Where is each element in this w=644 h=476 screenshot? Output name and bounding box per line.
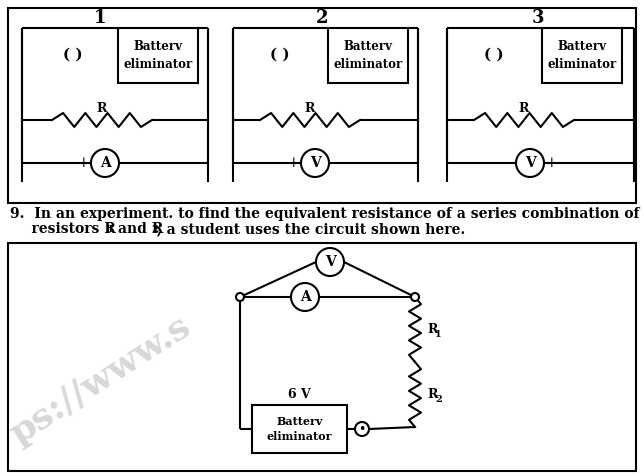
Text: 2: 2 <box>151 225 158 234</box>
Text: A: A <box>299 290 310 304</box>
Text: A: A <box>100 156 110 170</box>
Circle shape <box>411 293 419 301</box>
Text: and R: and R <box>113 222 163 236</box>
Circle shape <box>355 422 369 436</box>
Text: ( ): ( ) <box>484 48 504 62</box>
Circle shape <box>91 149 119 177</box>
Text: 2: 2 <box>316 9 328 27</box>
Text: Batterv
eliminator: Batterv eliminator <box>124 40 193 70</box>
Text: 1: 1 <box>94 9 106 27</box>
Text: R: R <box>519 101 529 115</box>
Circle shape <box>301 149 329 177</box>
Text: R: R <box>427 323 437 336</box>
Text: R: R <box>427 388 437 401</box>
Text: 1: 1 <box>435 330 442 339</box>
Bar <box>8 8 636 203</box>
Text: −: − <box>331 156 343 170</box>
Text: , a student uses the circuit shown here.: , a student uses the circuit shown here. <box>157 222 465 236</box>
Bar <box>118 28 198 83</box>
Text: •: • <box>358 423 366 436</box>
Circle shape <box>291 283 319 311</box>
Text: V: V <box>325 255 336 269</box>
Text: +: + <box>287 156 299 170</box>
Text: ps://www.s: ps://www.s <box>3 309 196 451</box>
Text: +: + <box>77 156 89 170</box>
Bar <box>328 28 408 83</box>
Text: 2: 2 <box>435 395 442 404</box>
Text: 6 V: 6 V <box>288 388 311 401</box>
Text: +: + <box>546 156 558 170</box>
Text: −: − <box>121 156 133 170</box>
Text: Batterv
eliminator: Batterv eliminator <box>334 40 402 70</box>
Text: V: V <box>310 156 320 170</box>
Text: Batterv
eliminator: Batterv eliminator <box>547 40 616 70</box>
Text: 3: 3 <box>532 9 544 27</box>
Text: −: − <box>502 156 514 170</box>
Circle shape <box>516 149 544 177</box>
Bar <box>8 243 636 471</box>
Text: R: R <box>97 101 107 115</box>
Circle shape <box>316 248 344 276</box>
Text: 1: 1 <box>107 225 114 234</box>
Bar <box>542 28 622 83</box>
Text: 9.  In an experiment. to find the equivalent resistance of a series combination : 9. In an experiment. to find the equival… <box>10 207 644 221</box>
Bar <box>252 405 347 453</box>
Circle shape <box>236 293 244 301</box>
Text: V: V <box>525 156 535 170</box>
Text: ( ): ( ) <box>63 48 83 62</box>
Text: resistors R: resistors R <box>12 222 116 236</box>
Text: R: R <box>305 101 315 115</box>
Text: Batterv
eliminator: Batterv eliminator <box>267 416 332 442</box>
Text: ( ): ( ) <box>270 48 290 62</box>
